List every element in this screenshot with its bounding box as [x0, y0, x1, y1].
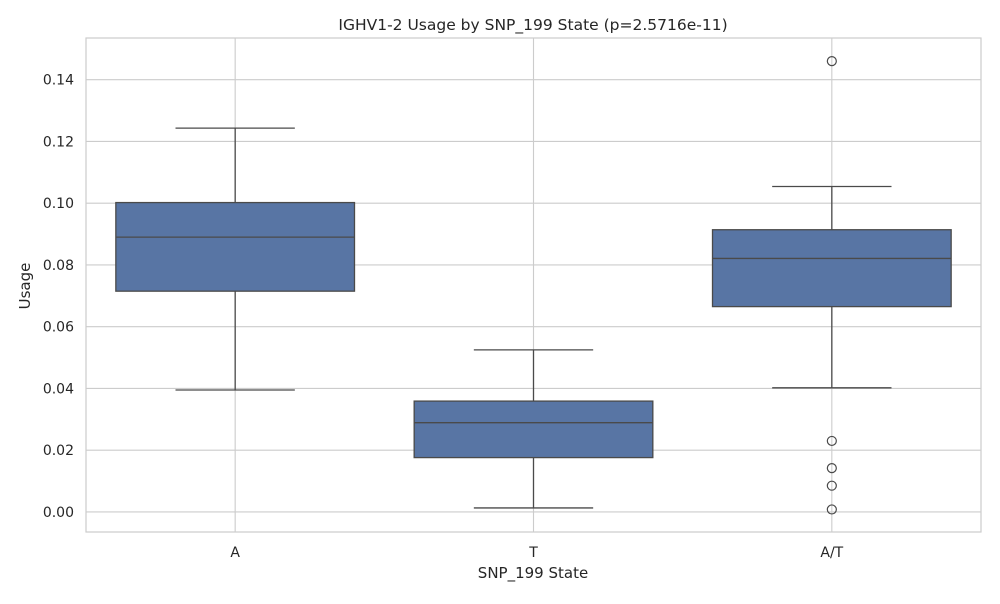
y-tick-label: 0.02: [43, 443, 74, 459]
x-tick-label: A: [230, 545, 240, 561]
chart-title: IGHV1-2 Usage by SNP_199 State (p=2.5716…: [338, 16, 727, 35]
outlier-point: [826, 56, 837, 67]
box-group-a-t: [711, 56, 952, 515]
y-tick-label: 0.04: [43, 381, 74, 397]
x-axis-label: SNP_199 State: [478, 564, 588, 583]
box-group-t: [413, 349, 654, 509]
x-tick-label: T: [528, 545, 538, 561]
x-tick-labels: A T A/T: [230, 545, 843, 561]
y-tick-label: 0.12: [43, 134, 74, 150]
x-tick-label: A/T: [820, 545, 843, 561]
y-tick-label: 0.06: [43, 320, 74, 336]
outlier-point: [826, 504, 837, 515]
outlier-point: [826, 480, 837, 491]
y-tick-label: 0.14: [43, 73, 74, 89]
boxes: [115, 56, 952, 515]
y-tick-label: 0.08: [43, 258, 74, 274]
outlier-point: [826, 435, 837, 447]
iqr-box: [711, 229, 952, 308]
y-axis-label: Usage: [16, 263, 34, 310]
y-tick-label: 0.10: [43, 196, 74, 212]
plot-area-frame: [85, 37, 982, 533]
box-group-a: [115, 127, 356, 391]
iqr-box: [115, 201, 356, 292]
y-tick-labels: 0.00 0.02 0.04 0.06 0.08 0.10 0.12 0.14: [43, 73, 74, 521]
y-tick-label: 0.00: [43, 505, 74, 521]
outlier-point: [826, 462, 837, 474]
iqr-box: [413, 400, 654, 459]
